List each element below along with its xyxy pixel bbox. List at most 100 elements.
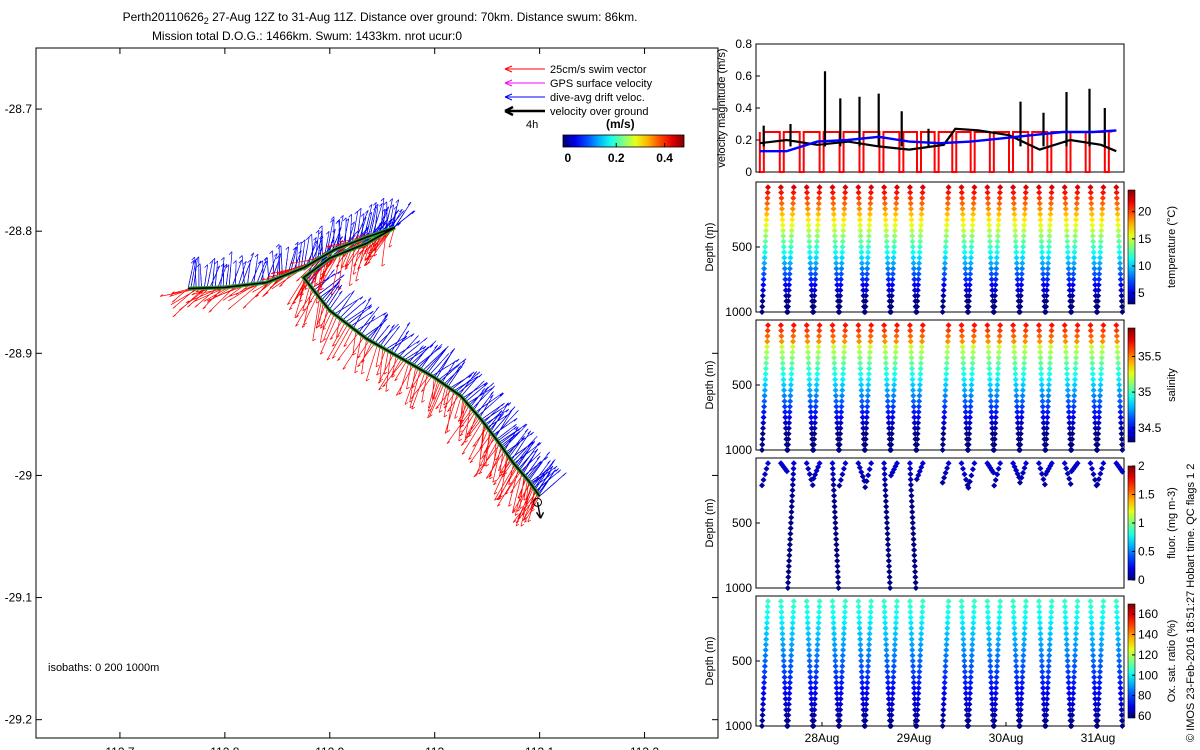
salinity-point	[1064, 371, 1071, 377]
temperature-point	[811, 287, 818, 294]
oxygen-point	[863, 695, 870, 702]
oxygen-point	[762, 652, 769, 659]
oxygen-point	[1045, 663, 1052, 670]
temperature-point	[909, 238, 916, 245]
oxygen-point	[892, 630, 899, 637]
salinity-point	[1070, 398, 1077, 405]
oxygen-point	[1037, 636, 1044, 643]
temperature-point	[1064, 233, 1071, 239]
temperature-point	[918, 211, 925, 218]
salinity-point	[811, 430, 818, 437]
fluor-point	[961, 471, 968, 478]
oxygen-point	[1073, 614, 1080, 621]
oxygen-point	[996, 603, 1003, 610]
oxygen-point	[833, 679, 840, 686]
fluor-point	[1095, 476, 1102, 483]
temperature-point	[778, 205, 785, 212]
salinity-point	[1044, 414, 1051, 421]
oxygen-point	[959, 619, 966, 626]
oxygen-point	[862, 723, 869, 729]
temperature-point	[1014, 276, 1021, 283]
oxygen-point	[881, 609, 888, 616]
salinity-point	[1044, 409, 1051, 415]
salinity-point	[759, 436, 766, 443]
fluor-point	[994, 471, 1001, 478]
oxygen-point	[1019, 674, 1026, 681]
oxygen-point	[759, 712, 766, 719]
oxygen-point	[967, 679, 974, 686]
salinity-point	[971, 327, 978, 334]
temperature-point	[805, 227, 812, 234]
oxygen-point	[943, 647, 950, 653]
salinity-point	[1098, 365, 1105, 372]
oxygen-point	[838, 685, 845, 691]
salinity-point	[891, 376, 898, 383]
oxygen-point	[1069, 701, 1076, 708]
temperature-point	[812, 276, 819, 283]
salinity-point	[960, 354, 967, 361]
oxygen-point	[808, 695, 815, 702]
salinity-point	[988, 403, 995, 410]
salinity-point	[790, 327, 797, 334]
map-xtick-label: 112.7	[105, 745, 134, 750]
temperature-point	[986, 222, 993, 229]
temperature-point	[969, 216, 976, 223]
oxygen-point	[1012, 647, 1019, 653]
salinity-point	[945, 327, 952, 334]
fluor-point	[839, 471, 846, 478]
salinity-point	[942, 376, 949, 383]
temperature-point	[782, 271, 789, 277]
temperature-point	[810, 303, 817, 310]
map-ytick-label: -28.8	[5, 224, 33, 238]
salinity-point	[1095, 419, 1102, 426]
fluor-colorbar-tick-label: 0	[1138, 573, 1145, 587]
oxygen-point	[777, 598, 784, 605]
temperature-point	[883, 227, 890, 234]
salinity-point	[865, 376, 872, 383]
salinity-point	[1090, 392, 1097, 399]
fluor-point	[908, 503, 915, 510]
salinity-point	[1039, 398, 1046, 405]
salinity-point	[1020, 376, 1027, 383]
salinity-point	[806, 387, 813, 394]
temperature-point	[1013, 249, 1020, 256]
temperature-point	[914, 287, 921, 294]
temperature-point	[837, 292, 844, 299]
temperature-point	[1113, 184, 1120, 191]
salinity-point	[786, 419, 793, 426]
salinity-point	[907, 338, 914, 345]
salinity-point	[919, 322, 926, 329]
oxygen-point	[986, 647, 993, 653]
fluor-point	[908, 492, 915, 499]
salinity-point	[985, 354, 992, 361]
salinity-point	[1117, 414, 1124, 421]
temperature-point	[1091, 265, 1098, 272]
oxygen-point	[1114, 619, 1121, 626]
temperature-point	[1063, 211, 1070, 218]
oxygen-point	[804, 619, 811, 626]
oxygen-point	[892, 625, 899, 632]
temperature-point	[781, 260, 788, 267]
temperature-point	[1116, 254, 1123, 261]
temperature-point	[916, 243, 923, 250]
oxygen-point	[991, 717, 998, 724]
salinity-point	[762, 376, 769, 383]
salinity-point	[787, 398, 794, 405]
oxygen-point	[1115, 652, 1122, 659]
fluor-point	[942, 469, 949, 476]
temperature-point	[867, 200, 874, 207]
salinity-point	[918, 354, 925, 361]
oxygen-point	[891, 647, 898, 653]
salinity-point	[968, 392, 975, 399]
salinity-point	[1066, 414, 1073, 421]
salinity-point	[891, 371, 898, 377]
salinity-point	[833, 398, 840, 405]
oxygen-point	[945, 609, 952, 616]
salinity-point	[994, 371, 1001, 377]
temperature-point	[829, 184, 836, 191]
salinity-point	[967, 398, 974, 405]
oxygen-point	[1048, 609, 1055, 616]
fluor-point	[908, 498, 915, 505]
salinity-point	[859, 419, 866, 426]
temperature-point	[787, 243, 794, 250]
